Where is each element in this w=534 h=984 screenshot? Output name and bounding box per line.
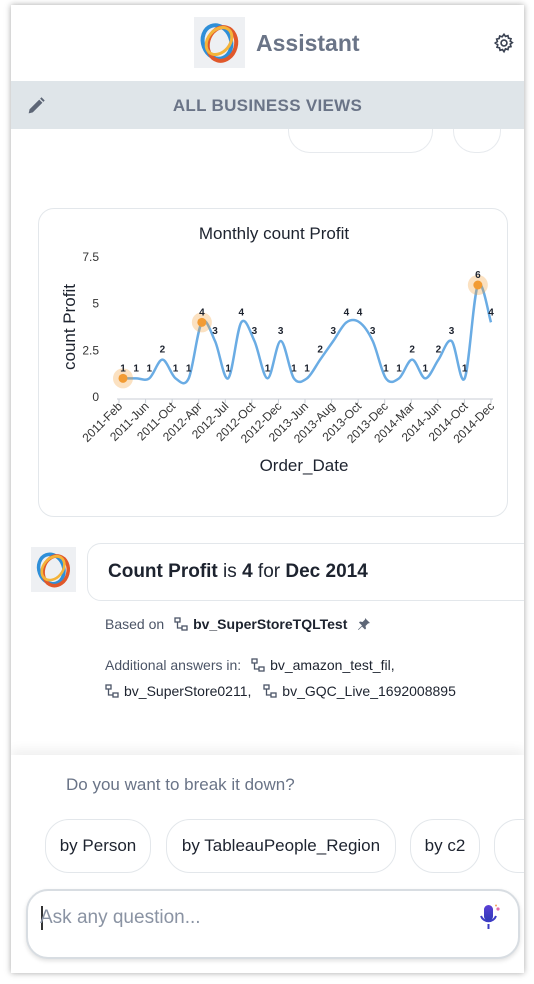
previous-chip[interactable]: [288, 129, 433, 153]
header: Assistant: [11, 5, 524, 81]
data-label: 1: [147, 363, 153, 374]
answer-measure: Count Profit: [108, 561, 218, 582]
y-tick-label: 0: [92, 390, 99, 404]
answer-period: Dec 2014: [285, 561, 368, 582]
pencil-icon[interactable]: [25, 95, 47, 117]
series-line: [123, 282, 493, 385]
data-label: 2: [160, 345, 166, 356]
data-label: 2: [317, 345, 323, 356]
app-title: Assistant: [256, 30, 360, 56]
data-label: 4: [357, 307, 363, 318]
breakdown-chip-person[interactable]: by Person: [45, 819, 151, 873]
business-view-link[interactable]: bv_SuperStoreTQLTest: [193, 616, 348, 632]
data-label: 3: [278, 326, 284, 337]
additional-answers-row: Additional answers in: bv_amazon_test_fi…: [105, 657, 395, 673]
line-chart: Monthly count Profit 0 2.5 5 7.5 count Profit…: [60, 224, 497, 475]
answer-text: Count Profit is 4 for Dec 2014: [108, 561, 368, 583]
data-label: 1: [396, 363, 402, 374]
x-axis-label: Order_Date: [260, 456, 349, 475]
data-label: 3: [252, 326, 258, 337]
ask-box: [26, 889, 520, 959]
based-on-label: Based on: [105, 616, 165, 632]
answer-connector: for: [257, 561, 281, 582]
answer-bubble: Count Profit is 4 for Dec 2014: [87, 543, 524, 601]
highlight-point: [473, 280, 483, 290]
business-views-label: ALL BUSINESS VIEWS: [172, 96, 363, 115]
data-label: 4: [488, 307, 494, 318]
data-label: 2: [436, 345, 442, 356]
business-view-icon: [105, 684, 120, 698]
breakdown-chip-c2[interactable]: by c2: [410, 819, 480, 873]
chart-card: Monthly count Profit 0 2.5 5 7.5 count Profit…: [38, 208, 508, 517]
data-label: 6: [475, 270, 481, 281]
business-view-link[interactable]: bv_GQC_Live_1692008895: [282, 683, 456, 699]
gear-icon[interactable]: [493, 32, 515, 54]
business-view-icon: [251, 658, 266, 672]
pin-icon[interactable]: [357, 617, 371, 631]
microphone-icon[interactable]: [476, 903, 502, 933]
data-label: 1: [265, 363, 271, 374]
data-label: 1: [133, 363, 139, 374]
highlight-point: [197, 317, 207, 327]
answer-connector: is: [223, 561, 237, 582]
data-label: 3: [370, 326, 376, 337]
assistant-panel: Assistant ALL BUSINESS VIEWS Monthly cou…: [11, 5, 524, 973]
y-axis-label: count Profit: [60, 284, 79, 370]
data-label: 1: [291, 363, 297, 374]
business-view-icon: [263, 684, 278, 698]
data-label: 1: [173, 363, 179, 374]
chart-title: Monthly count Profit: [199, 224, 350, 243]
data-label: 1: [383, 363, 389, 374]
data-label: 1: [186, 363, 192, 374]
data-label: 1: [120, 363, 126, 374]
assistant-avatar: [31, 547, 76, 592]
data-label: 3: [331, 326, 337, 337]
business-view-link[interactable]: bv_SuperStore0211,: [124, 683, 252, 699]
breakdown-question: Do you want to break it down?: [66, 775, 295, 794]
breakdown-chip-region[interactable]: by TableauPeople_Region: [166, 819, 396, 873]
data-label: 4: [239, 307, 245, 318]
previous-chip[interactable]: [453, 129, 501, 153]
data-label: 1: [304, 363, 310, 374]
data-label: 2: [409, 345, 415, 356]
ask-input[interactable]: [40, 905, 460, 931]
assistant-logo: [194, 17, 245, 68]
data-label: 1: [462, 363, 468, 374]
additional-answers-row: bv_SuperStore0211, bv_GQC_Live_169200889…: [105, 683, 456, 699]
business-view-icon: [174, 617, 189, 631]
business-views-bar[interactable]: ALL BUSINESS VIEWS: [11, 81, 524, 129]
data-label: 1: [423, 363, 429, 374]
data-label: 4: [199, 307, 205, 318]
y-tick-label: 7.5: [82, 250, 99, 264]
answer-value: 4: [242, 561, 253, 582]
data-label: 3: [449, 326, 455, 337]
data-label: 3: [212, 326, 218, 337]
data-label: 1: [225, 363, 231, 374]
additional-answers-label: Additional answers in:: [105, 657, 242, 673]
breakdown-chip-more[interactable]: [494, 819, 524, 873]
based-on-row: Based on bv_SuperStoreTQLTest: [105, 616, 371, 632]
y-tick-label: 5: [92, 297, 99, 311]
business-view-link[interactable]: bv_amazon_test_fil,: [270, 657, 395, 673]
data-label: 4: [344, 307, 350, 318]
y-tick-label: 2.5: [82, 343, 99, 357]
highlight-point: [118, 373, 128, 383]
